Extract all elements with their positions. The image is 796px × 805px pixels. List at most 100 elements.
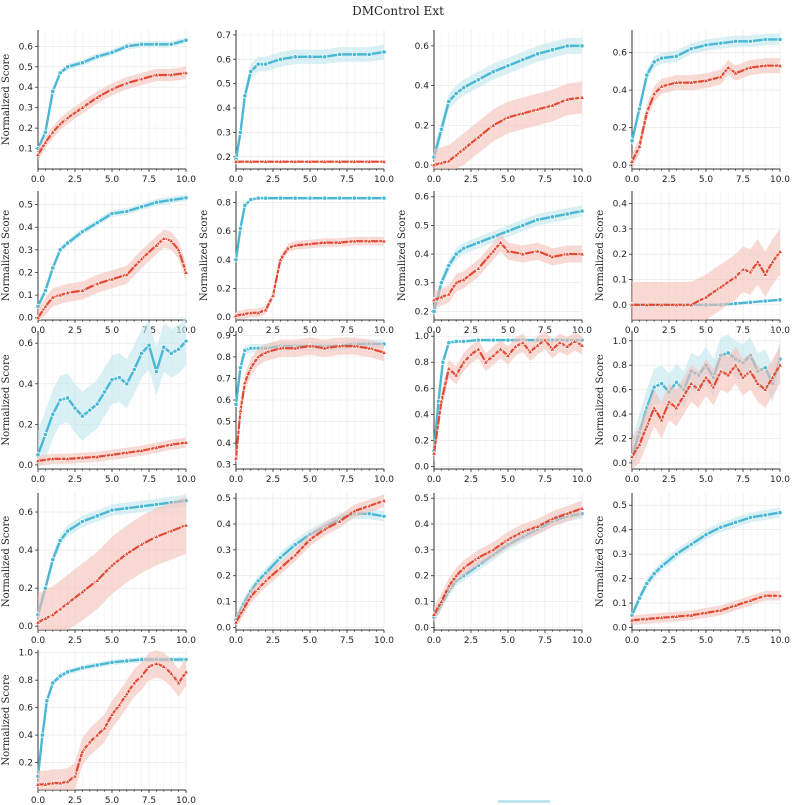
data-point-blue bbox=[366, 195, 372, 201]
data-point-blue bbox=[131, 366, 137, 373]
data-point-red bbox=[247, 593, 254, 599]
data-point-red bbox=[725, 371, 732, 378]
data-point-blue bbox=[453, 90, 459, 97]
data-point-blue bbox=[255, 195, 261, 201]
series-band-red bbox=[434, 81, 582, 169]
data-point-blue bbox=[79, 60, 86, 66]
chart-panel-17: 0.2 0.4 0.6 0.8 1.0 0.0 2.5 5.0 7.5 10.0 Normalize… bbox=[1, 649, 196, 805]
data-point-blue bbox=[446, 340, 452, 346]
legend-fragment bbox=[498, 800, 550, 803]
data-point-blue bbox=[732, 300, 739, 307]
data-point-red bbox=[673, 404, 680, 411]
data-point-blue bbox=[673, 379, 680, 385]
x-tick-label: 7.5 bbox=[736, 475, 750, 485]
data-point-red bbox=[431, 161, 437, 168]
y-tick-label: 0.1 bbox=[415, 598, 429, 608]
data-point-blue bbox=[505, 337, 511, 343]
data-point-red bbox=[703, 77, 709, 83]
data-point-red bbox=[475, 345, 482, 352]
data-point-blue bbox=[233, 257, 239, 263]
data-point-red bbox=[168, 71, 175, 78]
y-tick-label: 0.1 bbox=[19, 145, 33, 155]
data-point-red bbox=[64, 455, 71, 461]
data-point-red bbox=[247, 309, 254, 315]
data-point-red bbox=[643, 301, 650, 307]
data-point-blue bbox=[57, 673, 63, 679]
x-tick-label: 2.5 bbox=[464, 636, 478, 646]
y-axis-label: Normalized Score bbox=[1, 516, 12, 607]
y-tick-label: 0.6 bbox=[415, 42, 430, 52]
y-tick-label: 0.6 bbox=[217, 227, 232, 237]
data-point-red bbox=[534, 523, 541, 529]
data-point-red bbox=[769, 374, 776, 380]
data-point-red bbox=[153, 242, 160, 248]
data-point-red bbox=[138, 447, 145, 453]
data-point-red bbox=[453, 279, 460, 285]
data-point-red bbox=[79, 588, 86, 595]
y-tick-label: 0.2 bbox=[217, 284, 231, 294]
data-point-red bbox=[651, 90, 658, 96]
y-tick-label: 0.2 bbox=[613, 575, 627, 585]
data-point-red bbox=[519, 110, 526, 116]
data-point-red bbox=[292, 158, 299, 164]
x-tick-label: 10.0 bbox=[770, 475, 790, 485]
x-tick-label: 7.5 bbox=[340, 175, 354, 185]
data-point-red bbox=[57, 120, 64, 127]
data-point-red bbox=[460, 276, 467, 282]
chart-panel-7: 0.20.30.40.50.60.02.55.07.510.0Normalize… bbox=[397, 191, 592, 336]
data-point-red bbox=[35, 314, 41, 320]
data-point-blue bbox=[44, 698, 50, 704]
data-point-blue bbox=[65, 240, 71, 246]
data-point-red bbox=[564, 250, 571, 257]
data-point-red bbox=[673, 79, 680, 85]
data-point-blue bbox=[255, 61, 261, 67]
y-tick-label: 0.6 bbox=[217, 396, 232, 406]
data-point-blue bbox=[42, 431, 49, 438]
y-tick-label: 0.3 bbox=[19, 104, 33, 114]
data-point-red bbox=[233, 619, 239, 625]
data-point-blue bbox=[629, 138, 635, 144]
data-point-red bbox=[94, 453, 101, 459]
data-point-blue bbox=[65, 64, 71, 70]
data-point-red bbox=[717, 368, 724, 374]
data-point-red bbox=[482, 359, 489, 365]
data-point-blue bbox=[124, 505, 130, 511]
series-line-red bbox=[234, 344, 386, 460]
data-point-red bbox=[556, 339, 563, 345]
data-point-blue bbox=[703, 531, 709, 538]
data-point-red bbox=[247, 364, 254, 370]
data-point-red bbox=[49, 455, 56, 461]
y-tick-label: 0.4 bbox=[19, 83, 34, 93]
y-tick-label: 0.0 bbox=[613, 624, 628, 634]
data-point-blue bbox=[322, 195, 328, 201]
data-point-red bbox=[695, 386, 702, 392]
x-tick-label: 2.5 bbox=[266, 475, 280, 485]
y-tick-label: 0.0 bbox=[19, 461, 34, 471]
data-point-blue bbox=[381, 513, 387, 519]
y-tick-label: 0.6 bbox=[19, 42, 34, 52]
data-point-red bbox=[475, 265, 482, 271]
data-point-blue bbox=[336, 51, 343, 57]
data-point-red bbox=[453, 372, 460, 378]
data-point-red bbox=[688, 612, 695, 618]
data-point-blue bbox=[237, 225, 244, 231]
data-point-blue bbox=[168, 350, 174, 356]
data-point-blue bbox=[732, 38, 739, 44]
data-point-blue bbox=[718, 524, 724, 530]
data-point-blue bbox=[153, 501, 159, 508]
data-point-blue bbox=[124, 658, 130, 664]
chart-panel-12: 0.0 0.2 0.4 0.6 0.8 1.0 0.0 2.5 5.0 7.5 10.0 Normal… bbox=[595, 331, 790, 485]
data-point-red bbox=[64, 600, 71, 606]
y-tick-label: 0.6 bbox=[415, 384, 430, 394]
x-tick-label: 0.0 bbox=[31, 796, 46, 805]
data-point-red bbox=[168, 237, 175, 243]
x-tick-label: 0.0 bbox=[229, 636, 244, 646]
y-tick-label: 0.6 bbox=[613, 386, 628, 396]
data-point-blue bbox=[322, 54, 328, 60]
y-axis-label: Normalized Score bbox=[1, 54, 12, 145]
y-tick-label: 0.5 bbox=[217, 418, 231, 428]
data-point-red bbox=[445, 290, 452, 297]
data-point-blue bbox=[579, 208, 585, 214]
y-tick-label: 1.0 bbox=[613, 337, 628, 347]
x-tick-label: 5.0 bbox=[501, 475, 516, 485]
